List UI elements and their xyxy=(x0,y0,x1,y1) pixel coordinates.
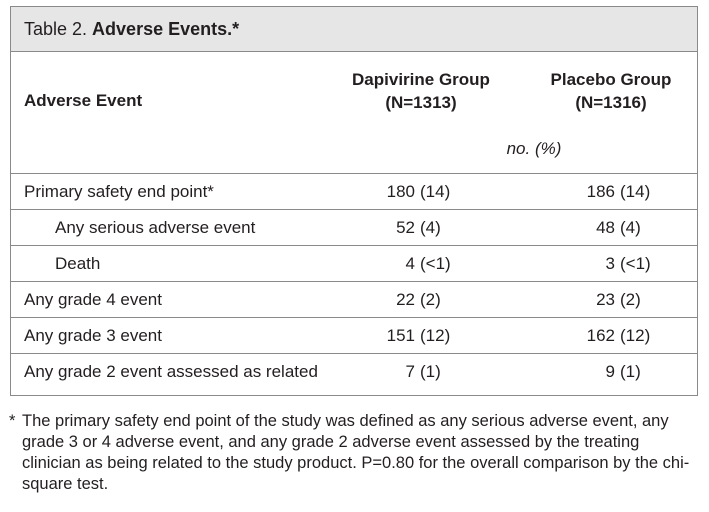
dapivirine-group-n: (N=1313) xyxy=(385,93,457,112)
row-label: Any grade 3 event xyxy=(24,326,162,345)
dapivirine-value-cell: 52 (4) xyxy=(377,218,465,238)
dapivirine-count: 22 xyxy=(396,290,415,309)
placebo-group-name: Placebo Group xyxy=(550,70,672,89)
table-row: Primary safety end point* 180 (14) 186 (14) xyxy=(11,173,697,209)
placebo-count: 48 xyxy=(596,218,615,237)
table-body: Primary safety end point* 180 (14) 186 (14) A… xyxy=(11,173,697,389)
table-row: Any grade 3 event 151 (12) 162 (12) xyxy=(11,317,697,353)
dapivirine-percent: (12) xyxy=(420,326,451,345)
table-footnote: * The primary safety end point of the st… xyxy=(9,411,701,495)
dapivirine-value-cell: 22 (2) xyxy=(377,290,465,310)
placebo-percent: (<1) xyxy=(620,254,651,273)
table-row: Any grade 2 event assessed as related 7 (1… xyxy=(11,353,697,389)
dapivirine-count: 52 xyxy=(396,218,415,237)
row-label: Death xyxy=(55,254,101,273)
table-number: Table 2. xyxy=(24,18,88,39)
placebo-value-cell: 3 (<1) xyxy=(577,254,665,274)
row-label: Primary safety end point* xyxy=(24,182,214,201)
dapivirine-group-name: Dapivirine Group xyxy=(352,70,490,89)
placebo-group-n: (N=1316) xyxy=(575,93,647,112)
placebo-percent: (2) xyxy=(620,290,641,309)
dapivirine-percent: (14) xyxy=(420,182,451,201)
row-label: Any serious adverse event xyxy=(55,218,256,237)
column-header-placebo: Placebo Group (N=1316) xyxy=(536,68,686,114)
dapivirine-percent: (2) xyxy=(420,290,441,309)
placebo-value-cell: 48 (4) xyxy=(577,218,665,238)
row-label: Any grade 2 event assessed as related xyxy=(24,362,318,381)
table-title: Adverse Events.* xyxy=(92,18,240,39)
dapivirine-count: 180 xyxy=(386,182,415,201)
dapivirine-count: 4 xyxy=(405,254,415,273)
footnote-mark: * xyxy=(9,412,16,430)
table-row: Any serious adverse event 52 (4) 48 (4) xyxy=(11,209,697,245)
dapivirine-percent: (<1) xyxy=(420,254,451,273)
placebo-value-cell: 9 (1) xyxy=(577,362,665,382)
dapivirine-value-cell: 151 (12) xyxy=(377,326,465,346)
placebo-percent: (4) xyxy=(620,218,641,237)
dapivirine-percent: (4) xyxy=(420,218,441,237)
table-row: Any grade 4 event 22 (2) 23 (2) xyxy=(11,281,697,317)
table-row: Death 4 (<1) 3 (<1) xyxy=(11,245,697,281)
placebo-count: 9 xyxy=(605,362,615,381)
placebo-value-cell: 162 (12) xyxy=(577,326,665,346)
placebo-percent: (12) xyxy=(620,326,651,345)
placebo-count: 23 xyxy=(596,290,615,309)
units-label: no. (%) xyxy=(506,139,562,158)
adverse-events-table: Table 2. Adverse Events.* Adverse Event … xyxy=(10,6,698,396)
dapivirine-value-cell: 4 (<1) xyxy=(377,254,465,274)
placebo-count: 186 xyxy=(586,182,615,201)
placebo-count: 162 xyxy=(586,326,615,345)
footnote-text: The primary safety end point of the stud… xyxy=(22,412,690,493)
placebo-percent: (14) xyxy=(620,182,651,201)
dapivirine-value-cell: 7 (1) xyxy=(377,362,465,382)
placebo-count: 3 xyxy=(605,254,615,273)
column-header-adverse-event: Adverse Event xyxy=(24,91,143,110)
dapivirine-percent: (1) xyxy=(420,362,441,381)
placebo-value-cell: 23 (2) xyxy=(577,290,665,310)
dapivirine-count: 7 xyxy=(405,362,415,381)
dapivirine-value-cell: 180 (14) xyxy=(377,182,465,202)
table-title-bar: Table 2. Adverse Events.* xyxy=(11,7,697,52)
dapivirine-count: 151 xyxy=(386,326,415,345)
placebo-value-cell: 186 (14) xyxy=(577,182,665,202)
column-header-dapivirine: Dapivirine Group (N=1313) xyxy=(341,68,501,114)
row-label: Any grade 4 event xyxy=(24,290,162,309)
placebo-percent: (1) xyxy=(620,362,641,381)
